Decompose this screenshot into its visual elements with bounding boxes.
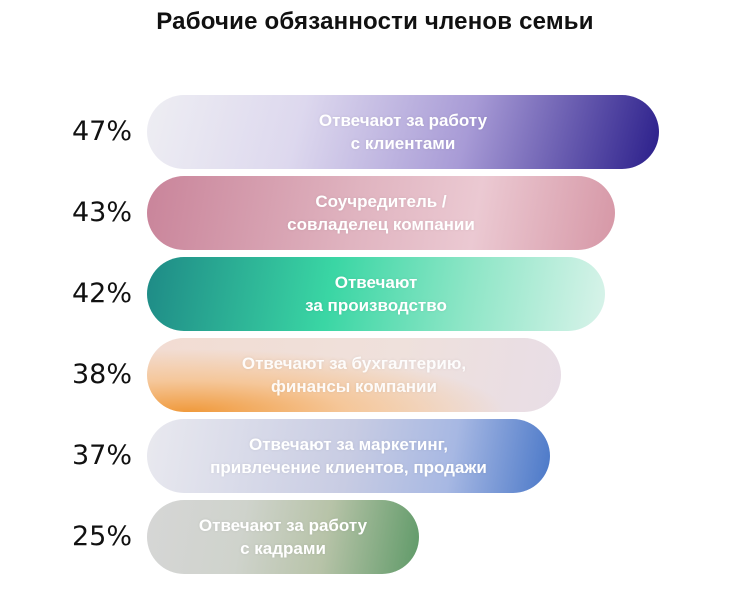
bar-row: 38% Отвечают за бухгалтерию, финансы комп… (0, 338, 750, 412)
value-label: 38% (72, 359, 133, 390)
bar-row: 25% Отвечают за работу с кадрами (0, 500, 750, 574)
value-label: 42% (72, 278, 133, 309)
bar-row: 43% Соучредитель / совладелец компании (0, 176, 750, 250)
bar: Отвечают за производство (147, 257, 605, 331)
bar: Отвечают за работу с клиентами (147, 95, 659, 169)
value-label: 25% (72, 521, 133, 552)
bar-row: 42% Отвечают за производство (0, 257, 750, 331)
bar: Отвечают за маркетинг, привлечение клиен… (147, 419, 550, 493)
bar-row: 37% Отвечают за маркетинг, привлечение кл… (0, 419, 750, 493)
category-label: Соучредитель / совладелец компании (287, 192, 475, 234)
chart-title: Рабочие обязанности членов семьи (156, 8, 594, 35)
category-label: Отвечают за работу с клиентами (318, 111, 488, 153)
value-label: 43% (72, 197, 133, 228)
category-label: Отвечают за работу с кадрами (198, 516, 368, 558)
value-label: 47% (72, 116, 133, 147)
category-label: Отвечают за бухгалтерию, финансы компани… (241, 354, 467, 396)
bar: Соучредитель / совладелец компании (147, 176, 615, 250)
bar-row: 47% Отвечают за работу с клиентами (0, 95, 750, 169)
value-label: 37% (72, 440, 133, 471)
category-label: Отвечают за маркетинг, привлечение клиен… (210, 435, 487, 477)
category-label: Отвечают за производство (305, 273, 447, 315)
bar: Отвечают за бухгалтерию, финансы компани… (147, 338, 561, 412)
bar: Отвечают за работу с кадрами (147, 500, 419, 574)
